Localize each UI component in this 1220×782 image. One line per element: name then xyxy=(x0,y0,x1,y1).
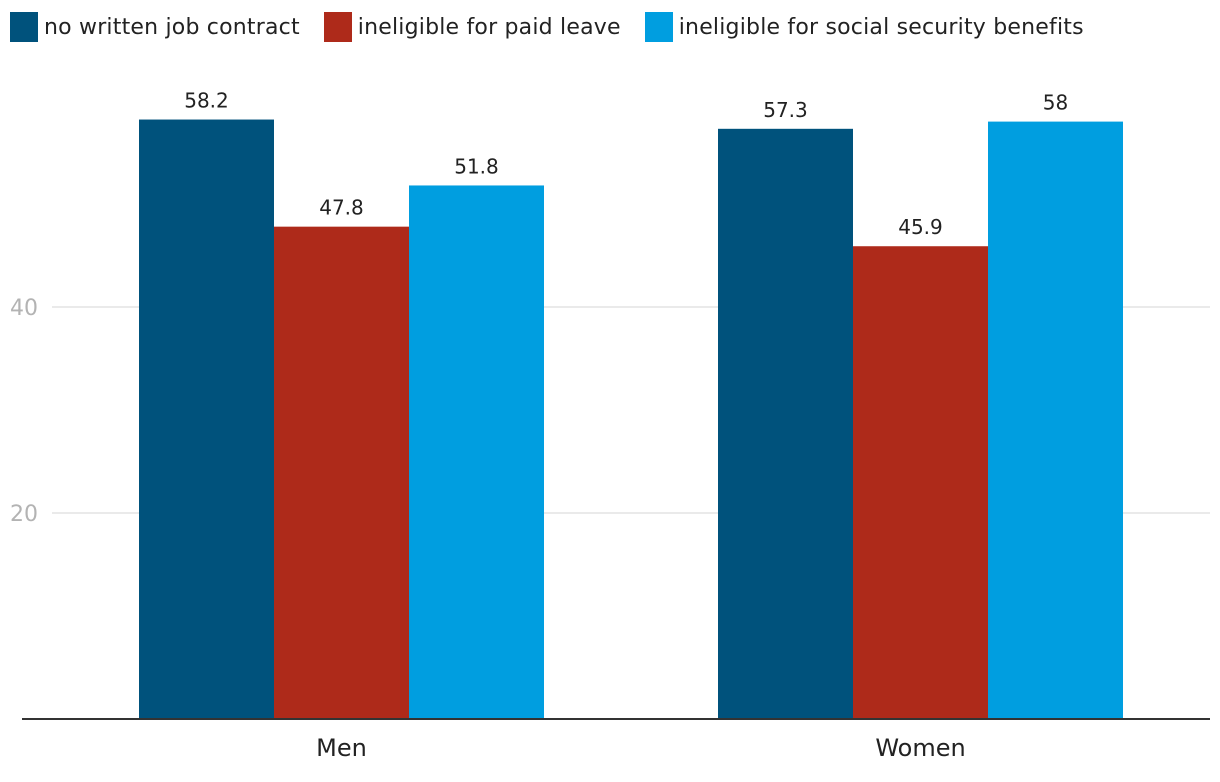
bar xyxy=(139,119,274,720)
x-tick-label: Women xyxy=(875,734,965,762)
data-label: 45.9 xyxy=(898,215,943,239)
legend: no written job contract ineligible for p… xyxy=(10,10,1108,44)
legend-label: ineligible for paid leave xyxy=(357,14,621,40)
data-label: 57.3 xyxy=(763,98,808,122)
bar xyxy=(853,246,988,720)
bar xyxy=(988,121,1123,720)
legend-swatch xyxy=(644,12,673,42)
data-label: 58 xyxy=(1043,91,1068,115)
bar xyxy=(718,128,853,719)
y-tick-label: 40 xyxy=(10,296,38,321)
legend-swatch xyxy=(323,12,352,42)
legend-item-ineligible-for-paid-leave: ineligible for paid leave xyxy=(323,12,621,42)
x-axis: Men Women xyxy=(22,718,1210,762)
y-tick-label: 20 xyxy=(10,502,38,527)
x-tick-label: Men xyxy=(316,734,367,762)
bar xyxy=(409,185,544,719)
data-labels: 58.2 47.8 51.8 57.3 45.9 58 xyxy=(184,89,1068,240)
data-label: 51.8 xyxy=(454,154,499,178)
legend-swatch xyxy=(10,12,38,42)
bars xyxy=(139,119,1123,720)
data-label: 58.2 xyxy=(184,89,229,113)
data-label: 47.8 xyxy=(319,196,364,220)
legend-item-no-written-job-contract: no written job contract xyxy=(10,12,300,42)
legend-item-ineligible-for-social-security-benefits: ineligible for social security benefits xyxy=(644,12,1084,42)
legend-label: ineligible for social security benefits xyxy=(678,14,1084,40)
legend-label: no written job contract xyxy=(44,14,300,40)
bar xyxy=(274,226,409,719)
